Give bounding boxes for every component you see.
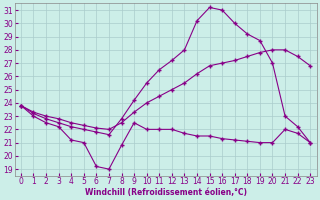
X-axis label: Windchill (Refroidissement éolien,°C): Windchill (Refroidissement éolien,°C) bbox=[84, 188, 247, 197]
